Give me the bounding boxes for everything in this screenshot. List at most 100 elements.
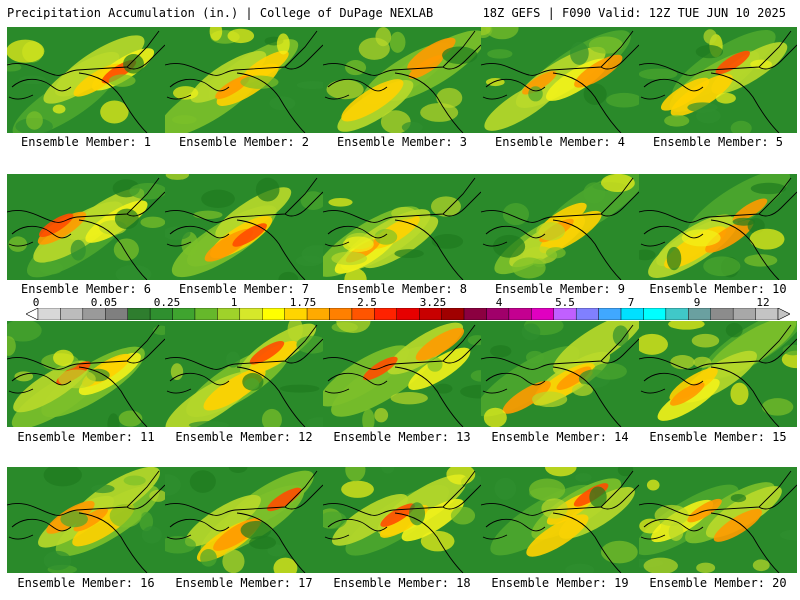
panel-label-1: Ensemble Member: 1: [20, 135, 152, 149]
run-info: 18Z GEFS | F090 Valid: 12Z TUE JUN 10 20…: [482, 6, 786, 20]
colorbar-swatch: [351, 308, 375, 320]
colorbar-swatch: [149, 308, 173, 320]
precip-map: [7, 27, 165, 133]
precip-map: [7, 467, 165, 573]
colorbar-swatch: [194, 308, 218, 320]
ensemble-panel-20: [639, 467, 797, 573]
colorbar-max-arrow: [777, 308, 790, 320]
colorbar-swatch: [463, 308, 487, 320]
panel-label-20: Ensemble Member: 20: [649, 576, 787, 590]
colorbar-swatch: [82, 308, 106, 320]
ensemble-panel-10: [639, 174, 797, 280]
panel-label-6: Ensemble Member: 6: [20, 282, 152, 296]
colorbar-tick-label: 0.25: [153, 296, 181, 309]
colorbar-tick-label: 0: [32, 296, 40, 309]
colorbar-tick-label: 3.25: [419, 296, 447, 309]
panel-label-3: Ensemble Member: 3: [336, 135, 468, 149]
colorbar-swatch: [127, 308, 151, 320]
colorbar-swatch: [60, 308, 84, 320]
colorbar-swatch: [306, 308, 330, 320]
ensemble-panel-11: [7, 321, 165, 427]
colorbar-tick-label: 1: [230, 296, 238, 309]
colorbar-swatch: [329, 308, 353, 320]
precip-map: [7, 174, 165, 280]
colorbar-swatch: [643, 308, 667, 320]
panel-label-18: Ensemble Member: 18: [333, 576, 471, 590]
panel-label-15: Ensemble Member: 15: [649, 430, 787, 444]
colorbar-tick-label: 5.5: [555, 296, 575, 309]
panel-label-4: Ensemble Member: 4: [494, 135, 626, 149]
panel-label-2: Ensemble Member: 2: [178, 135, 310, 149]
panel-label-7: Ensemble Member: 7: [178, 282, 310, 296]
precip-map: [323, 321, 481, 427]
colorbar-swatch: [284, 308, 308, 320]
ensemble-panel-7: [165, 174, 323, 280]
precip-map: [639, 174, 797, 280]
colorbar-swatch: [508, 308, 532, 320]
colorbar-tick-label: 2.5: [357, 296, 377, 309]
precip-map: [165, 467, 323, 573]
ensemble-panel-15: [639, 321, 797, 427]
colorbar-swatch: [553, 308, 577, 320]
ensemble-panel-6: [7, 174, 165, 280]
colorbar-swatch: [217, 308, 241, 320]
colorbar-swatch: [105, 308, 128, 320]
colorbar-swatch: [172, 308, 196, 320]
colorbar-swatch: [575, 308, 599, 320]
precip-map: [481, 174, 639, 280]
panel-label-11: Ensemble Member: 11: [17, 430, 155, 444]
precip-map: [639, 321, 797, 427]
ensemble-panel-1: [7, 27, 165, 133]
panel-label-9: Ensemble Member: 9: [494, 282, 626, 296]
precip-map: [481, 27, 639, 133]
ensemble-panel-5: [639, 27, 797, 133]
ensemble-panel-9: [481, 174, 639, 280]
colorbar-min-arrow: [26, 308, 39, 320]
precip-map: [323, 27, 481, 133]
colorbar-swatch: [755, 308, 779, 320]
colorbar-tick-label: 9: [693, 296, 701, 309]
map-title: Precipitation Accumulation (in.) | Colle…: [7, 6, 434, 20]
panel-label-17: Ensemble Member: 17: [175, 576, 313, 590]
colorbar-swatch: [620, 308, 644, 320]
panel-label-16: Ensemble Member: 16: [17, 576, 155, 590]
precip-map: [165, 27, 323, 133]
panel-label-8: Ensemble Member: 8: [336, 282, 468, 296]
colorbar-tick-label: 0.05: [90, 296, 118, 309]
precip-map: [481, 467, 639, 573]
colorbar-swatch: [374, 308, 397, 320]
colorbar-swatch: [732, 308, 756, 320]
ensemble-panel-17: [165, 467, 323, 573]
panel-label-5: Ensemble Member: 5: [652, 135, 784, 149]
colorbar-swatch: [419, 308, 442, 320]
colorbar-swatch: [665, 308, 689, 320]
colorbar-swatch: [239, 308, 263, 320]
precip-map: [639, 467, 797, 573]
ensemble-panel-13: [323, 321, 481, 427]
ensemble-panel-14: [481, 321, 639, 427]
precip-map: [165, 174, 323, 280]
colorbar-swatch: [396, 308, 420, 320]
colorbar-tick-label: 4: [495, 296, 503, 309]
panel-label-14: Ensemble Member: 14: [491, 430, 629, 444]
ensemble-panel-16: [7, 467, 165, 573]
colorbar-swatch: [441, 308, 465, 320]
colorbar-swatch: [486, 308, 510, 320]
panel-label-19: Ensemble Member: 19: [491, 576, 629, 590]
colorbar-tick-label: 1.75: [289, 296, 317, 309]
colorbar-swatch: [262, 308, 285, 320]
precip-map: [323, 467, 481, 573]
ensemble-panel-4: [481, 27, 639, 133]
ensemble-panel-2: [165, 27, 323, 133]
ensemble-panel-3: [323, 27, 481, 133]
color-scale-bar: [26, 308, 790, 320]
ensemble-panel-18: [323, 467, 481, 573]
panel-label-13: Ensemble Member: 13: [333, 430, 471, 444]
colorbar-tick-label: 7: [627, 296, 635, 309]
precip-map: [165, 321, 323, 427]
ensemble-panel-12: [165, 321, 323, 427]
colorbar-swatch: [531, 308, 554, 320]
precip-map: [7, 321, 165, 427]
precip-map: [323, 174, 481, 280]
panel-label-12: Ensemble Member: 12: [175, 430, 313, 444]
